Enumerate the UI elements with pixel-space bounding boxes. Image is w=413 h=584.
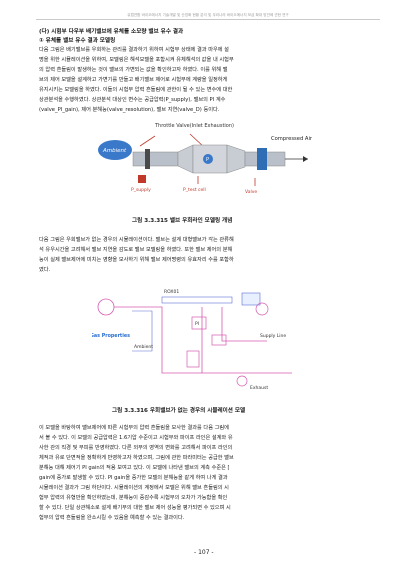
gas-source: [97, 298, 115, 316]
diffuser-outlet: [226, 144, 246, 174]
pressure-node: [203, 154, 213, 164]
paragraph-line: (valve_PI_gain), 제어 분해능(valve_resolution…: [39, 107, 220, 113]
gas-properties-label: Gas Properties: [92, 333, 130, 339]
compressed-air-label: Compressed Air: [271, 136, 313, 142]
inlet-pipe: [132, 151, 179, 167]
paragraph-line: 브의 제어 모델을 설계하고 가변기를 만들고 배기밸브 제어로 시험부에 계량…: [39, 77, 228, 83]
paragraph-line: gain에 증가로 발생할 수 있다. PI gain을 증가한 모델의 분해능…: [39, 475, 228, 481]
ambient-label: Ambient: [134, 344, 153, 350]
paragraph-line: 였다.: [39, 267, 51, 273]
supply-marker: [138, 175, 146, 183]
pi-controller: [191, 316, 207, 330]
paragraph-line: 험부 압력의 유형만을 확인하였는데, 분해능이 증감수록 시험부의 오차가 가…: [39, 495, 228, 501]
p-test-cell-label: P_test cell: [183, 187, 206, 193]
diffuser-inlet: [177, 144, 194, 174]
page-number: - 107 -: [194, 549, 214, 556]
paragraph-line: 서 볼 수 있다. 이 모델의 공급압력은 1.6기압 수준이고 시험부와 파이…: [39, 435, 233, 441]
paragraph-line: 다음 그림은 배기밸브를 우회하는 관리를 결과하기 위하여 시험부 상태에 결…: [39, 47, 229, 53]
figure-1-caption: 그림 3.3.315 밸브 우회라인 모델링 개념: [132, 218, 233, 224]
supply-line-label: Supply Line: [260, 333, 286, 339]
ambient-cloud: [98, 140, 132, 160]
pressure-node-label: P: [206, 157, 209, 163]
paragraph-1: 다음 그림은 배기밸브를 우회하는 관리를 결과하기 위하여 시험부 상태에 결…: [39, 45, 375, 115]
paragraph-line: 유지시키는 모델링을 하였다. 이들의 시험부 압력 흔들림에 관한이 될 수 …: [39, 87, 233, 93]
throttle-valve-label: Throttle Valve(Inlet Exhaustion): [154, 123, 234, 129]
paragraph-line: 명을 위한 시뮬레이션을 위하여, 모델링은 해석모델을 포함시켜 유체해석의 …: [39, 57, 234, 63]
pipe-volume-block: [186, 350, 200, 368]
bypass-line-diagram: Throttle Valve(Inlet Exhaustion) Ambient…: [98, 123, 313, 195]
throttle-valve: [145, 149, 150, 169]
paragraph-3: 이 모델을 바탕하여 밸브제어에 따른 시험부의 압력 흔들림을 모사한 결과를…: [39, 423, 375, 523]
supply-node: [255, 302, 269, 316]
paragraph-line: 체적과 유로 단면적을 정확하게 반영하고자 하였으며, 그림에 관한 파라미터…: [39, 455, 234, 461]
main-flow-line: [114, 306, 292, 374]
ambient-line: [132, 310, 153, 352]
paragraph-line: 의 압력 흔들림이 발생하는 것이 밸브의 가변되는 값을 확인하고자 하였다.…: [39, 67, 228, 73]
header-rule: [36, 19, 380, 20]
scope-block: [241, 292, 261, 306]
paragraph-line: 사한 관의 직경 및 부피를 반영하였다. 다른 외부의 영역의 변화를 고려해…: [39, 445, 233, 451]
branch-flow-line: [201, 307, 267, 373]
running-header: 유럽연합 바이오에너지 기술개발 및 산업화 현황 분석 및 우리나라 바이오에…: [127, 13, 289, 17]
paragraph-line: 상관분석을 수행하였다. 상관분석 대상인 변수는 공급압력(P_supply)…: [39, 97, 226, 103]
paragraph-line: 분해능 대해 제어기 PI gain의 적용 보여고 있다. 이 모델에 나타낸…: [39, 465, 230, 471]
valve-block: [211, 334, 227, 346]
bus-label: ROX01: [164, 289, 179, 295]
control-valve: [257, 148, 267, 170]
paragraph-line: 석 유우시간을 고려해서 밸브 지연을 감도로 밸브 모델링을 하였다. 또한 …: [39, 247, 233, 253]
valve-label: Valve: [245, 189, 257, 195]
figure-2-caption: 그림 3.3.316 우회밸브가 없는 경우의 시뮬레이션 모델: [112, 408, 246, 414]
sub-heading: ① 유체를 밸브 유수 결과 모델링: [39, 38, 116, 44]
paragraph-line: 험부의 압력 흔들림을 완소시킬 수 있음을 예측할 수 있는 결과이다.: [39, 515, 185, 521]
paragraph-line: 다음 그림은 우회밸브가 없는 경우의 시뮬레이션이다. 밸브는 설계 대형밸브…: [39, 237, 234, 243]
section-heading: (다) 시험부 다우부 배기밸브에 유체를 소모량 밸브 유수 결과: [39, 29, 184, 35]
paragraph-line: 시뮬레이션 결과가 그림 하단이다. 시뮬레이션의 계정에서 모델은 위해 밸브…: [39, 485, 229, 491]
exhaust-node: [236, 375, 248, 387]
paragraph-2: 다음 그림은 우회밸브가 없는 경우의 시뮬레이션이다. 밸브는 설계 대형밸브…: [39, 235, 375, 275]
air-arrow-head: [303, 156, 308, 162]
signal-bus: [161, 296, 233, 304]
exhaust-label: Exhaust: [250, 385, 268, 391]
paragraph-line: 할 수 있다. 단일 상관해소로 설계 배기부의 대한 밸브 제어 성능을 평가…: [39, 505, 231, 511]
pi-label: PI: [195, 321, 199, 327]
ambient-label: Ambient: [102, 148, 127, 154]
simulation-model-diagram: ROX01 Gas Properties Ambient PI Supply L…: [92, 289, 292, 391]
p-supply-label: P_supply: [131, 187, 151, 193]
paragraph-line: 능이 실제 밸브제어에 미치는 영향을 모사하기 위해 밸브 제어명령의 유효자…: [39, 257, 234, 263]
paragraph-line: 이 모델을 바탕하여 밸브제어에 따른 시험부의 압력 흔들림을 모사한 결과를…: [39, 425, 229, 431]
